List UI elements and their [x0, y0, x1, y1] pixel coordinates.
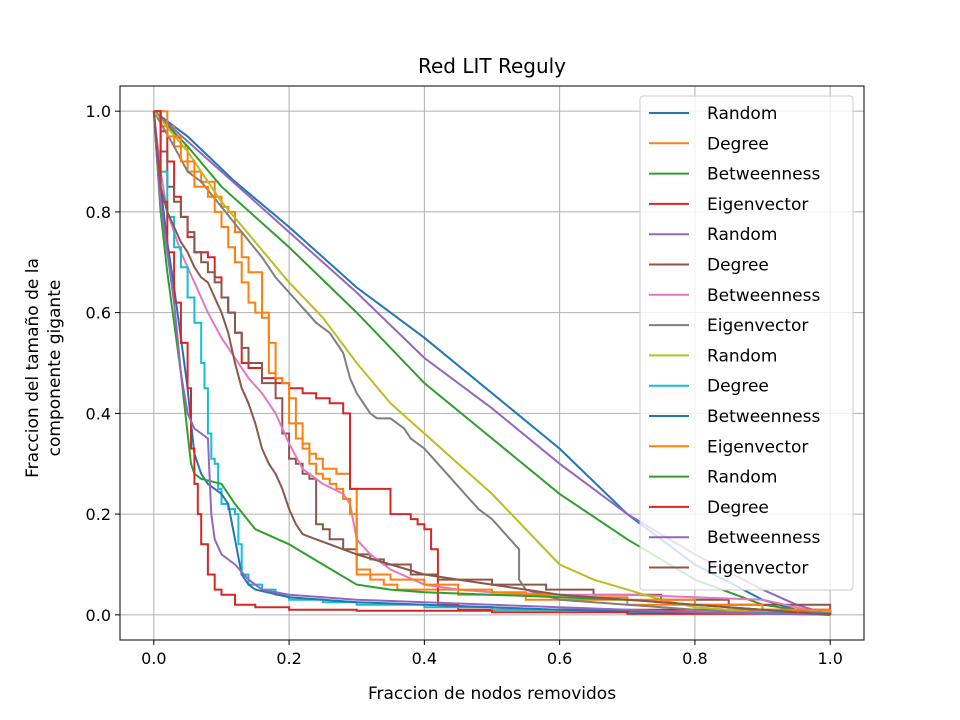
x-tick-label: 0.8: [682, 649, 707, 668]
series-line-16: [152, 111, 831, 616]
legend-label: Betweenness: [707, 528, 820, 548]
y-tick-label: 0.6: [86, 304, 111, 323]
series-line-6: [153, 110, 832, 615]
legend-label: Eigenvector: [707, 195, 808, 215]
y-tick-label: 0.8: [86, 203, 111, 222]
y-tick-label: 0.2: [86, 505, 111, 524]
plot-frame: [119, 85, 865, 641]
legend: Random Degree Betweenness Eigenvector Random…: [639, 95, 854, 591]
series-line-8: [152, 110, 831, 616]
y-tick-label: 1.0: [86, 102, 111, 121]
x-tick-label: 0.6: [547, 649, 572, 668]
series-line-12: [153, 110, 832, 615]
legend-label: Random: [707, 346, 777, 366]
legend-label: Random: [707, 104, 777, 124]
legend-label: Degree: [707, 377, 769, 397]
legend-label: Random: [707, 225, 777, 245]
series-line-5: [153, 110, 831, 616]
y-tick-label: 0.4: [86, 404, 111, 423]
legend-label: Betweenness: [707, 165, 820, 185]
x-tick-label: 0.0: [141, 649, 166, 668]
legend-label: Eigenvector: [707, 316, 808, 336]
legend-label: Degree: [707, 134, 769, 154]
chart-title: Red LIT Reguly: [418, 54, 566, 78]
legend-label: Betweenness: [707, 407, 820, 427]
x-tick-label: 0.4: [412, 649, 437, 668]
x-tick-label: 0.2: [276, 649, 301, 668]
series-line-15: [152, 111, 831, 616]
legend-label: Betweenness: [707, 286, 820, 306]
x-axis-label: Fraccion de nodos removidos: [368, 684, 616, 704]
legend-label: Eigenvector: [707, 437, 808, 457]
y-axis-label-line-1: Fraccion del tamaño de la: [23, 258, 43, 478]
legend-label: Degree: [707, 256, 769, 276]
series-line-11: [152, 111, 831, 616]
y-tick-label: 0.0: [86, 606, 111, 625]
series-line-13: [152, 111, 831, 616]
y-axis-label-line-2: componente gigante: [45, 280, 65, 457]
legend-box: [639, 95, 854, 591]
axis-ticks: 0.0 0.2 0.4 0.6 0.8 1.0 0.0 0.2 0.4 0.6 0.8 1.0: [86, 102, 843, 668]
x-tick-label: 1.0: [817, 649, 842, 668]
legend-label: Random: [707, 468, 777, 488]
series-layer: [152, 110, 832, 616]
legend-label: Eigenvector: [707, 559, 808, 579]
series-line-14: [153, 110, 832, 615]
legend-label: Degree: [707, 498, 769, 518]
